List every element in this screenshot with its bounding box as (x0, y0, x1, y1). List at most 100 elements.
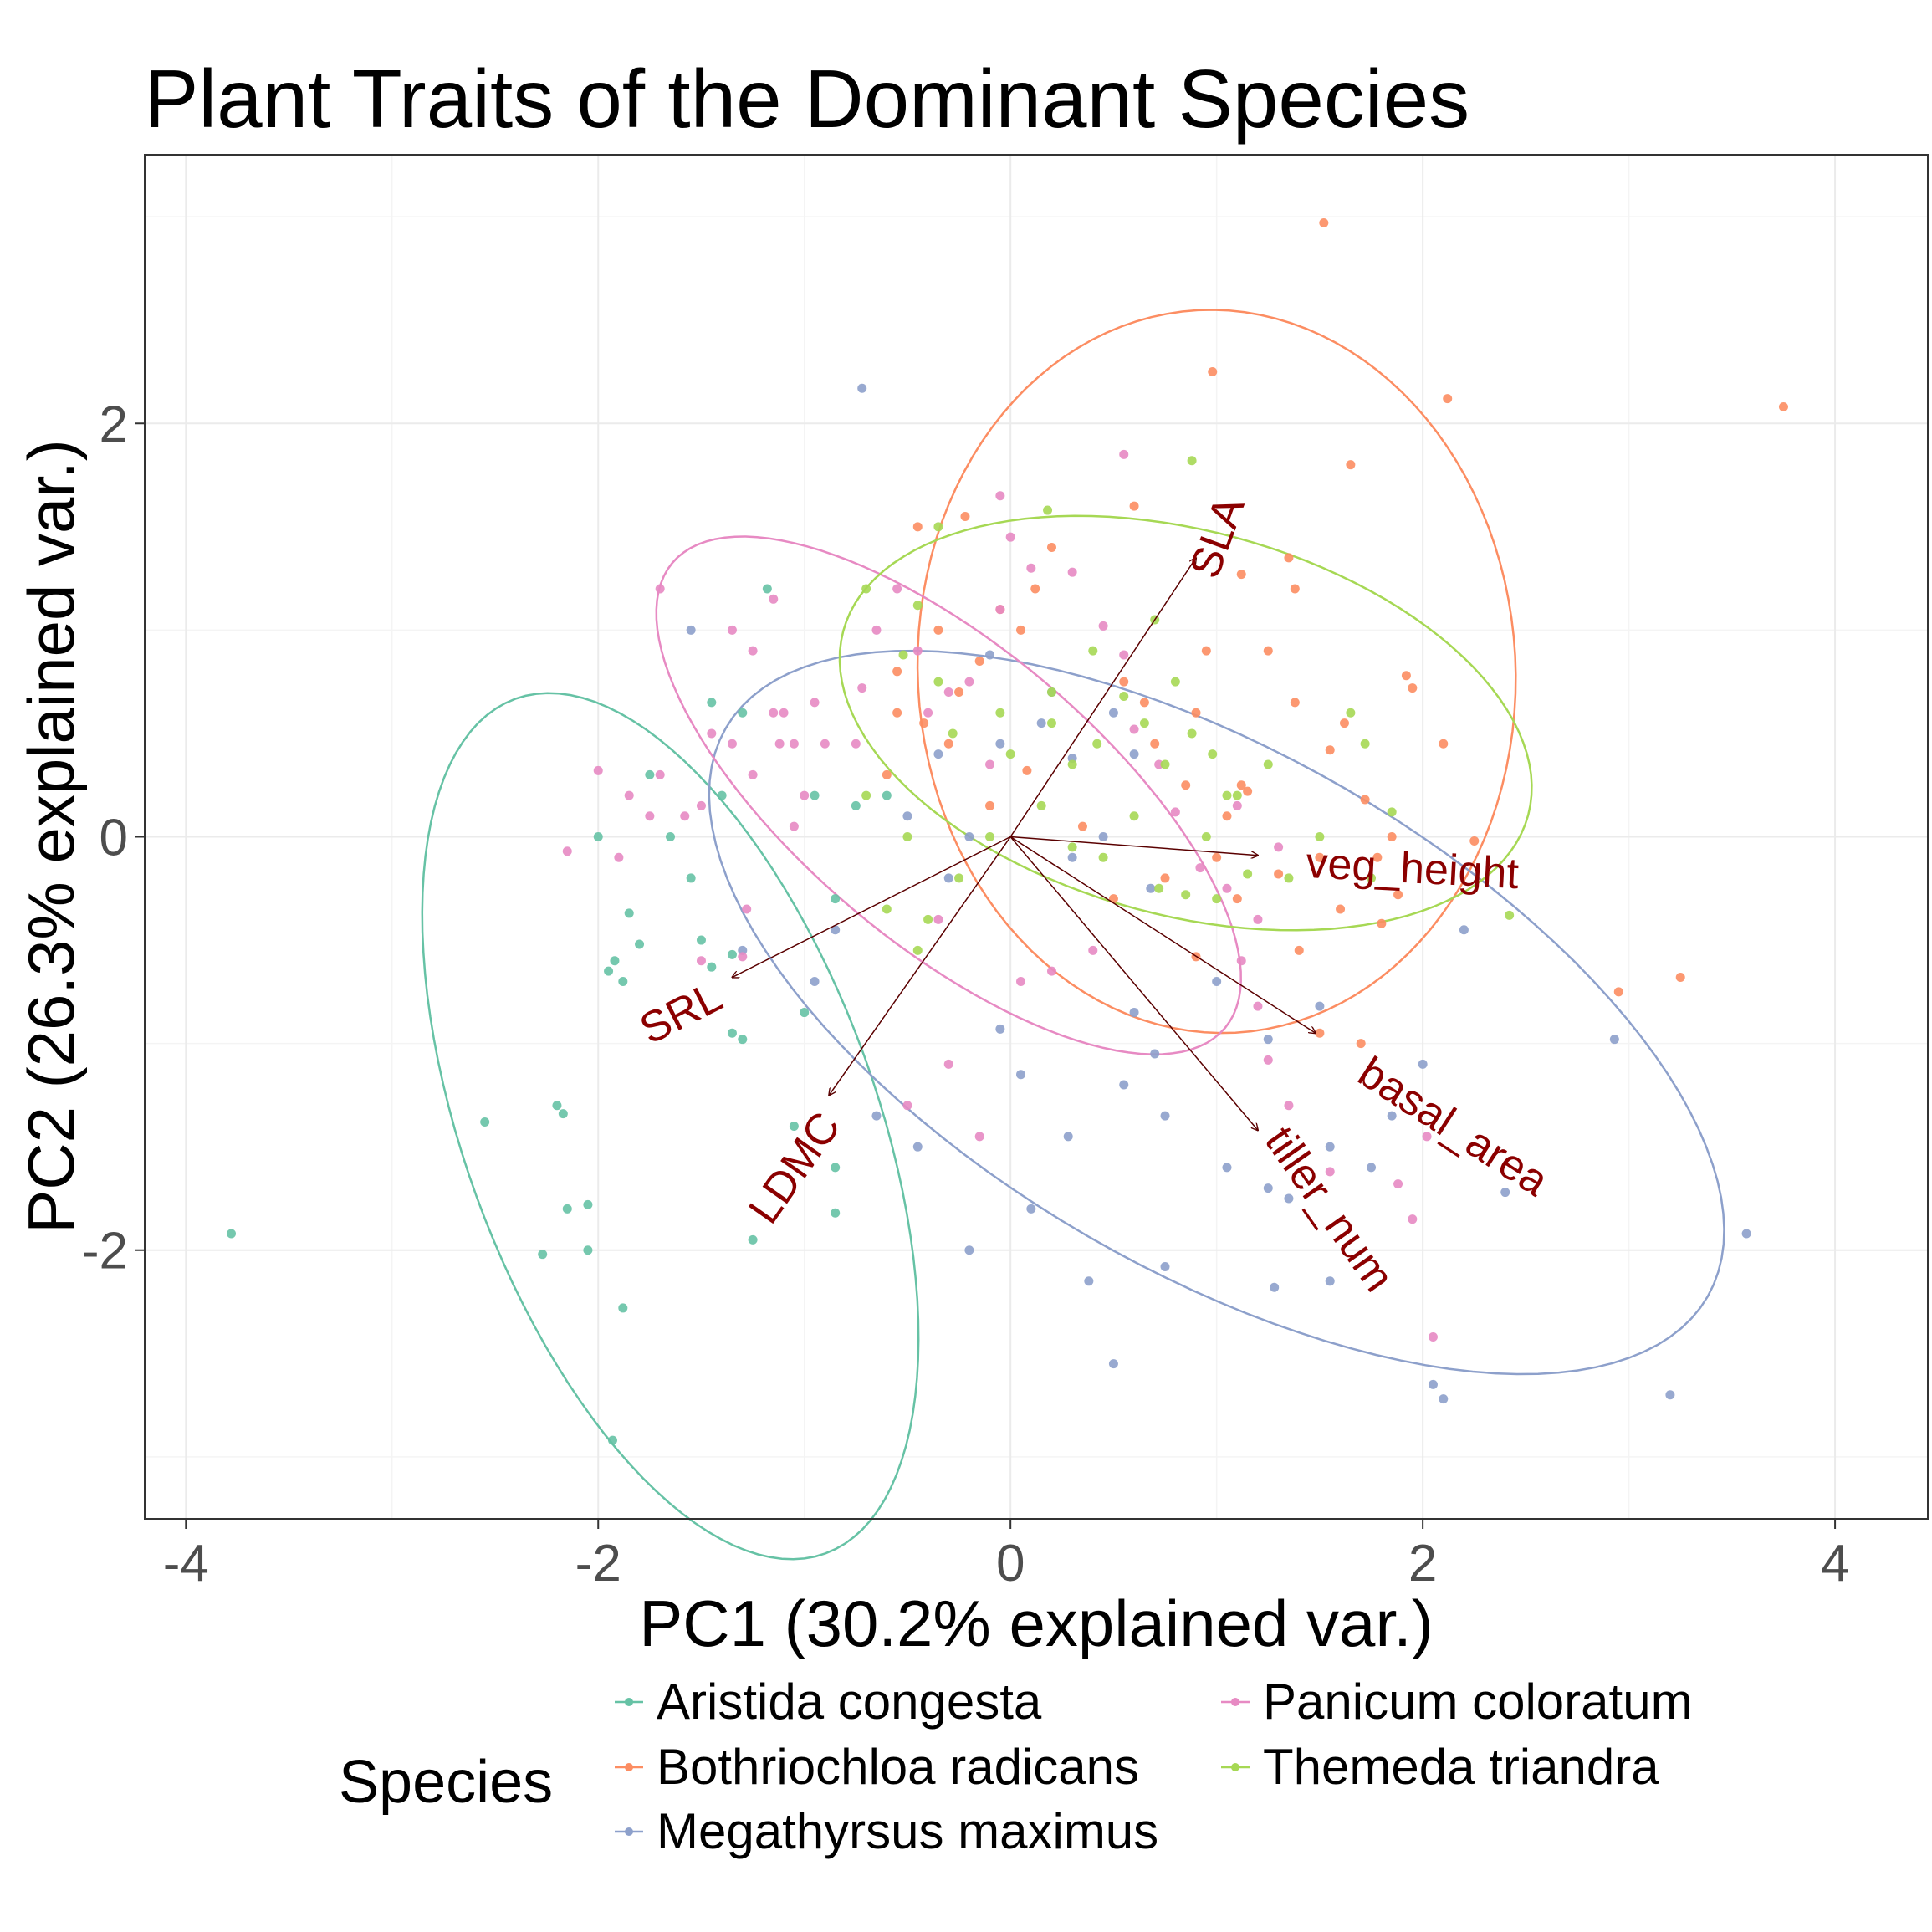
y-tick-label: 0 (100, 810, 128, 867)
legend-key-point (625, 1827, 633, 1836)
data-point (810, 976, 820, 986)
data-point (1263, 1035, 1273, 1045)
data-point (1325, 745, 1335, 755)
data-point (696, 935, 706, 945)
data-point (480, 1117, 490, 1127)
data-point (831, 1163, 841, 1173)
data-point (1088, 646, 1098, 656)
data-point (1360, 739, 1370, 749)
legend-label: Panicum coloratum (1263, 1674, 1693, 1730)
data-point (1263, 646, 1273, 656)
data-point (1387, 832, 1397, 841)
data-point (738, 952, 748, 962)
data-point (1270, 1282, 1280, 1292)
data-point (645, 811, 655, 821)
data-point (618, 1303, 628, 1313)
legend-items: Aristida congesta Bothriochloa radicans Me… (615, 1674, 1693, 1859)
data-point (948, 728, 958, 739)
data-point (1387, 807, 1397, 817)
data-point (1026, 1204, 1036, 1214)
legend-title: Species (339, 1749, 553, 1816)
data-point (707, 728, 717, 739)
data-point (1253, 914, 1263, 924)
data-point (1232, 800, 1242, 810)
x-tick-label: -4 (163, 1535, 209, 1592)
x-tick-label: 0 (996, 1535, 1025, 1592)
data-point (1005, 749, 1015, 759)
ellipse (655, 535, 1242, 1055)
data-point (995, 708, 1005, 718)
data-point (964, 832, 974, 841)
legend-key-point (625, 1698, 633, 1706)
data-point (1367, 873, 1377, 883)
data-point (1401, 671, 1411, 681)
data-point (1160, 759, 1170, 769)
data-point (1243, 869, 1253, 879)
data-point (1290, 584, 1300, 594)
data-point (1222, 811, 1232, 821)
y-axis-title: PC2 (26.3% explained var.) (14, 439, 88, 1234)
ellipse (708, 649, 1725, 1376)
data-point (985, 650, 995, 660)
data-point (902, 832, 912, 841)
data-point (635, 939, 645, 949)
data-point (995, 491, 1005, 501)
data-point (1154, 883, 1164, 893)
data-points (227, 218, 1788, 1445)
data-point (995, 1024, 1005, 1034)
data-point (1119, 691, 1129, 701)
data-point (800, 790, 810, 800)
data-point (1067, 852, 1077, 862)
data-point (861, 790, 871, 800)
data-point (1022, 765, 1032, 775)
data-point (618, 976, 628, 986)
data-point (871, 1111, 882, 1121)
data-point (1119, 1080, 1129, 1090)
data-point (762, 584, 772, 594)
data-point (933, 914, 943, 924)
data-point (1146, 883, 1156, 893)
data-point (1290, 698, 1300, 708)
data-point (831, 894, 841, 904)
data-point (1315, 832, 1325, 841)
data-point (919, 718, 929, 728)
legend-label: Bothriochloa radicans (657, 1739, 1139, 1795)
loading-label: veg_height (1305, 839, 1521, 898)
data-point (1208, 366, 1218, 376)
data-point (1315, 1001, 1325, 1011)
data-point (831, 925, 841, 935)
data-point (943, 739, 953, 749)
data-point (943, 873, 953, 883)
data-point (898, 650, 908, 660)
data-point (1439, 1394, 1449, 1404)
data-point (1243, 786, 1253, 796)
y-axis-ticks: -2 0 2 (82, 396, 145, 1280)
data-point (1428, 1379, 1438, 1389)
data-point (1609, 1035, 1619, 1045)
data-point (1077, 821, 1087, 831)
data-point (1315, 852, 1325, 862)
data-point (1263, 1055, 1273, 1065)
data-point (954, 873, 964, 883)
data-point (1067, 759, 1077, 769)
data-point (707, 698, 717, 708)
data-point (1222, 1163, 1232, 1173)
data-point (960, 511, 970, 521)
data-point (1129, 749, 1139, 759)
data-point (1500, 1188, 1510, 1198)
ellipse (838, 514, 1533, 932)
data-point (1170, 677, 1180, 687)
x-tick-label: -2 (575, 1535, 621, 1592)
legend-label: Megathyrsus maximus (657, 1803, 1158, 1859)
loading-arrow (1009, 836, 1316, 1034)
data-point (810, 790, 820, 800)
data-point (696, 800, 706, 810)
data-point (1778, 401, 1788, 411)
data-point (1505, 910, 1515, 920)
data-point (1181, 890, 1191, 900)
data-point (562, 846, 572, 856)
data-point (1360, 795, 1370, 805)
data-point (696, 956, 706, 966)
data-point (779, 708, 789, 718)
